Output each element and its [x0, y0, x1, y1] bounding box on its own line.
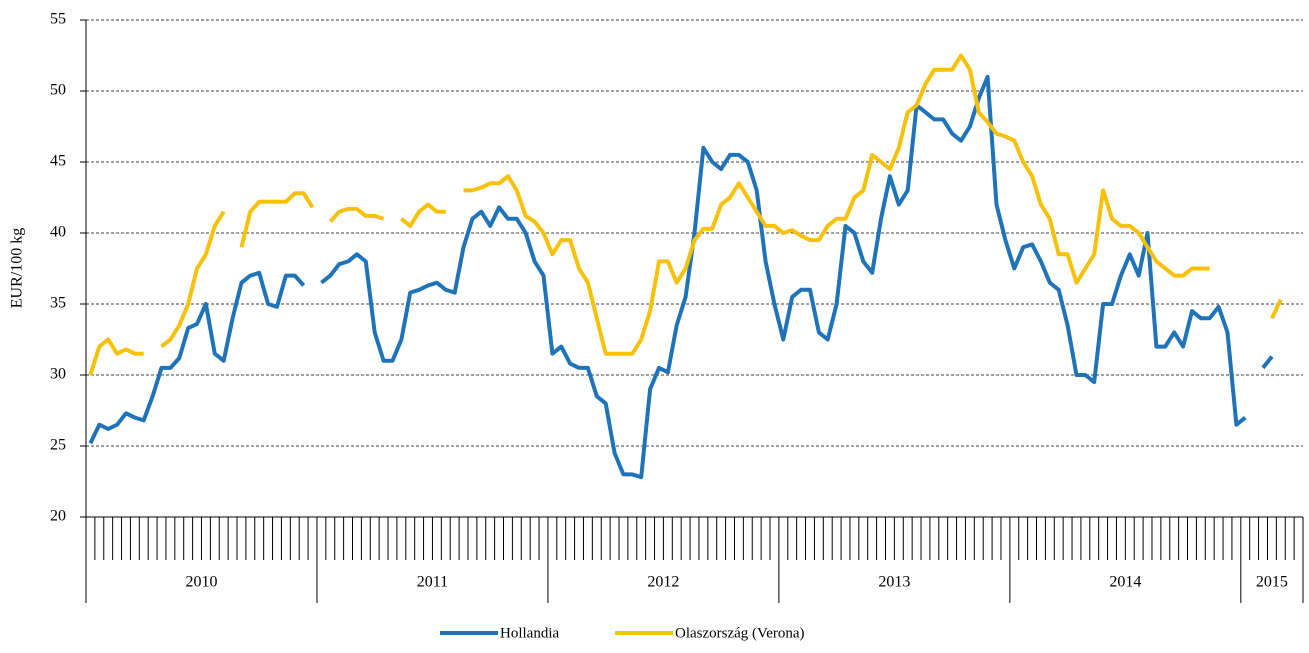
- y-tick-label: 30: [50, 366, 66, 383]
- y-tick-label: 50: [50, 82, 66, 99]
- y-axis-label: EUR/100 kg: [9, 228, 26, 308]
- y-tick-label: 40: [50, 224, 66, 241]
- legend-label: Hollandia: [500, 625, 559, 641]
- series-line: [88, 53, 1283, 376]
- x-group-label: 2014: [1109, 574, 1141, 591]
- series-line: [88, 74, 1274, 480]
- x-group-label: 2013: [878, 574, 910, 591]
- x-group-label: 2010: [185, 574, 217, 591]
- x-group-label: 2012: [647, 574, 679, 591]
- y-tick-label: 55: [50, 11, 66, 28]
- y-tick-label: 25: [50, 437, 66, 454]
- legend-label: Olaszország (Verona): [675, 625, 805, 641]
- x-group-label: 2015: [1256, 574, 1288, 591]
- y-tick-label: 35: [50, 295, 66, 312]
- y-tick-label: 45: [50, 153, 66, 170]
- y-tick-label: 20: [50, 508, 66, 525]
- x-group-label: 2011: [417, 574, 448, 591]
